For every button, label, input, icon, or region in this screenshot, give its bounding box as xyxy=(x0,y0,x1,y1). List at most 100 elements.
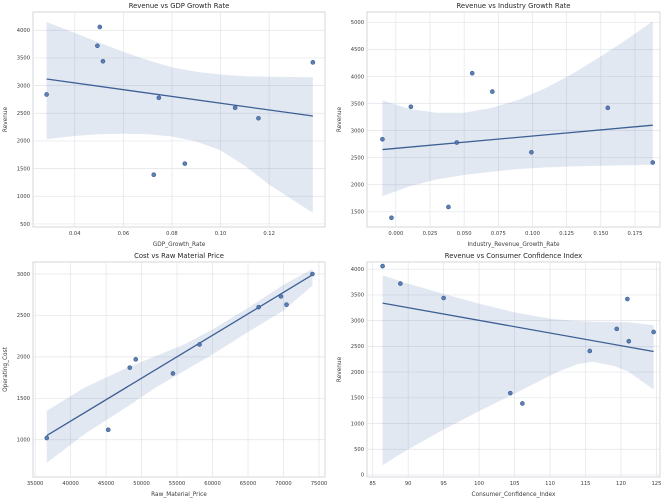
y-tick-label: 3500 xyxy=(17,56,30,62)
scatter-point xyxy=(587,348,593,354)
x-tick-label: 0.04 xyxy=(69,231,81,237)
scatter-point xyxy=(508,390,513,396)
y-tick-label: 2500 xyxy=(17,313,30,319)
regression-line xyxy=(382,124,653,151)
x-tick-label: 85 xyxy=(369,481,376,487)
scatter-point xyxy=(625,296,630,302)
y-tick-label: 2500 xyxy=(351,155,364,161)
subplot-revenue-vs-consumer-confidence-index: 85 90 95 100 105 110 115 120 125 0 500 1000 1500 2000… xyxy=(334,250,669,500)
y-tick-label: 3000 xyxy=(17,272,30,278)
scatter-point xyxy=(156,95,162,101)
x-tick-label: 110 xyxy=(545,481,555,487)
scatter-point xyxy=(626,338,632,344)
regression-line xyxy=(46,78,313,117)
x-tick-label: 115 xyxy=(581,481,591,487)
y-axis-label: Revenue xyxy=(337,106,343,132)
x-tick-label: 60000 xyxy=(204,481,221,487)
scatter-point xyxy=(651,329,656,335)
regression-line xyxy=(382,302,654,353)
x-tick-label: 0.175 xyxy=(628,231,643,237)
regression-line xyxy=(46,274,313,437)
x-tick-label: 0.050 xyxy=(457,231,472,237)
confidence-band xyxy=(46,269,313,463)
y-tick-label: 1500 xyxy=(17,166,30,172)
y-tick-label: 1500 xyxy=(17,396,30,402)
y-tick-label: 2000 xyxy=(351,370,364,376)
y-tick-label: 2500 xyxy=(351,344,364,350)
scatter-point xyxy=(151,172,157,177)
scatter-point xyxy=(256,304,261,310)
chart-svg: 85 90 95 100 105 110 115 120 125 0 500 1000 1500 2000… xyxy=(337,252,661,498)
scatter-point xyxy=(133,357,139,362)
y-tick-label: 3500 xyxy=(351,101,364,107)
scatter-point xyxy=(232,105,238,111)
y-tick-label: 1500 xyxy=(351,396,364,402)
scatter-point xyxy=(650,160,656,165)
y-tick-label: 500 xyxy=(20,222,30,228)
plot-area xyxy=(32,11,326,228)
confidence-band xyxy=(46,21,313,213)
scatter-point xyxy=(520,401,525,406)
x-tick-label: 0.06 xyxy=(118,231,130,237)
scatter-point xyxy=(170,371,176,376)
x-tick-label: 45000 xyxy=(98,481,115,487)
scatter-point xyxy=(614,326,620,332)
scatter-point xyxy=(95,43,100,49)
scatter-point xyxy=(408,104,414,110)
x-tick-label: 50000 xyxy=(133,481,150,487)
y-tick-label: 4000 xyxy=(351,267,364,273)
scatter-point xyxy=(454,140,460,145)
y-tick-label: 4000 xyxy=(351,74,364,80)
y-tick-label: 3000 xyxy=(17,83,30,89)
x-tick-label: 0.10 xyxy=(215,231,227,237)
scatter-point xyxy=(310,60,316,65)
chart-title: Revenue vs Industry Growth Rate xyxy=(457,2,571,10)
scatter-point xyxy=(127,365,133,370)
scatter-point xyxy=(446,204,451,210)
y-tick-label: 2000 xyxy=(17,139,30,145)
y-tick-label: 4000 xyxy=(17,28,30,34)
y-tick-label: 1000 xyxy=(351,421,364,427)
y-tick-label: 2000 xyxy=(351,183,364,189)
y-tick-label: 5000 xyxy=(351,20,364,26)
y-tick-label: 1500 xyxy=(351,210,364,216)
chart-svg: 35000 40000 45000 50000 55000 60000 65000 70000… xyxy=(3,252,327,498)
y-tick-label: 1000 xyxy=(17,194,30,200)
chart-svg: 0.04 0.06 0.08 0.10 0.12 500 1000 1500 2000 2500 3… xyxy=(3,2,326,248)
x-tick-label: 0.125 xyxy=(559,231,574,237)
x-axis-label: GDP_Growth_Rate xyxy=(153,242,206,248)
x-tick-label: 120 xyxy=(616,481,626,487)
y-tick-label: 1000 xyxy=(17,438,30,444)
scatter-point xyxy=(441,295,446,301)
x-tick-label: 55000 xyxy=(169,481,186,487)
y-axis-label: Revenue xyxy=(337,356,343,382)
confidence-band xyxy=(382,275,654,466)
x-tick-label: 40000 xyxy=(62,481,79,487)
scatter-point xyxy=(44,92,49,97)
y-tick-label: 4500 xyxy=(351,47,364,53)
chart-title: Cost vs Raw Material Price xyxy=(134,252,224,260)
y-tick-label: 3500 xyxy=(351,293,364,299)
scatter-point xyxy=(97,24,103,30)
x-tick-label: 65000 xyxy=(240,481,257,487)
x-axis-label: Consumer_Confidence_Index xyxy=(472,492,556,498)
y-axis-label: Operating_Cost xyxy=(3,346,9,391)
scatter-point xyxy=(469,70,475,76)
scatter-point xyxy=(197,342,202,347)
scatter-point xyxy=(100,58,106,64)
plot-area xyxy=(366,11,661,228)
x-tick-label: 105 xyxy=(510,481,520,487)
scatter-point xyxy=(380,136,385,142)
scatter-point xyxy=(284,302,289,307)
chart-svg: 0.000 0.025 0.050 0.075 0.100 0.125 0.150 0.175… xyxy=(337,2,661,248)
y-tick-label: 0 xyxy=(361,473,364,479)
scatter-point xyxy=(278,294,284,299)
x-tick-label: 100 xyxy=(474,481,484,487)
chart-title: Revenue vs GDP Growth Rate xyxy=(129,2,230,10)
subplot-revenue-vs-industry-growth-rate: 0.000 0.025 0.050 0.075 0.100 0.125 0.150 0.175… xyxy=(334,0,669,250)
scatter-point xyxy=(529,149,534,155)
x-tick-label: 95 xyxy=(440,481,447,487)
y-axis-label: Revenue xyxy=(3,106,9,132)
x-tick-label: 0.075 xyxy=(491,231,506,237)
